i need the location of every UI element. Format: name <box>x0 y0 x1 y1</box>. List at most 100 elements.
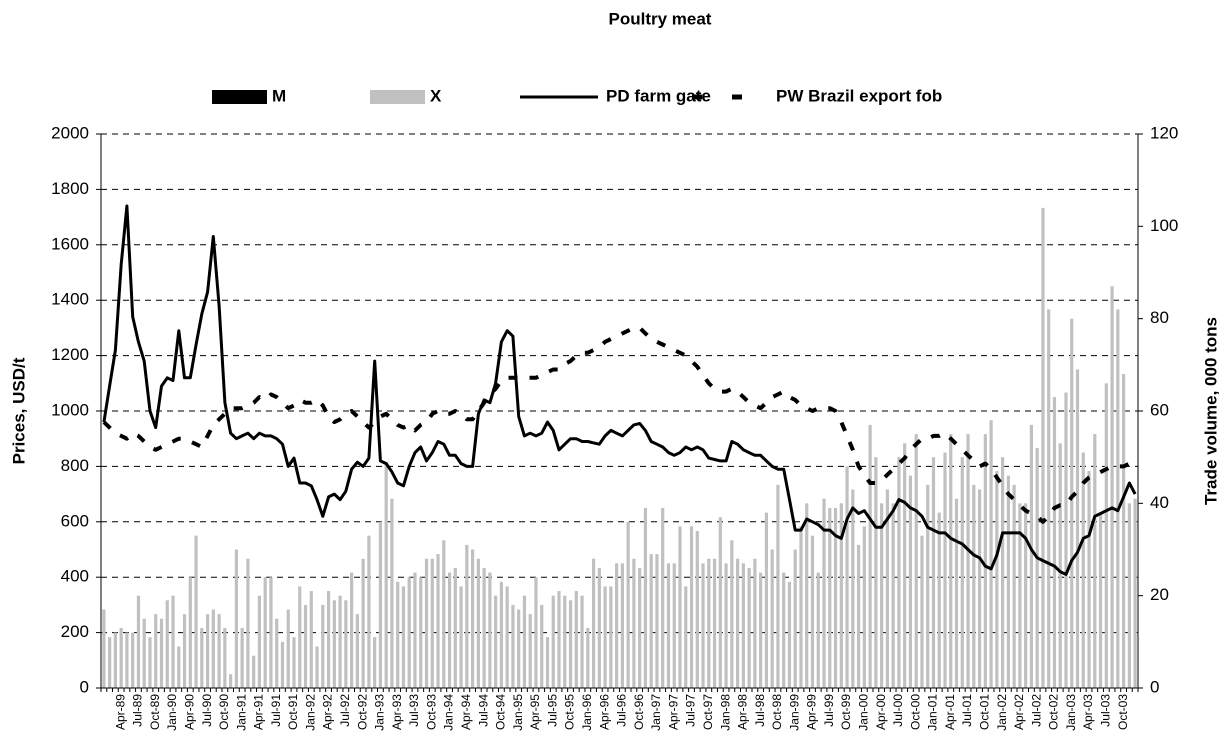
bar <box>1087 471 1091 688</box>
y-tick-label: 1400 <box>51 290 89 309</box>
bar <box>436 554 440 688</box>
x-tick-label: Jul-01 <box>960 694 974 727</box>
line <box>102 204 1137 576</box>
bar <box>413 572 417 688</box>
x-tick-label: Jul-02 <box>1029 694 1043 727</box>
bar <box>125 632 129 688</box>
bar <box>326 591 331 688</box>
y2-tick-label: 40 <box>1150 493 1169 512</box>
bar <box>108 637 112 688</box>
x-tick-label: Jul-03 <box>1098 694 1112 727</box>
bar <box>540 604 544 688</box>
bar <box>234 549 238 688</box>
bar <box>350 572 354 688</box>
bar <box>551 595 555 688</box>
bar <box>638 567 642 688</box>
bar <box>603 586 607 688</box>
bar <box>488 572 492 688</box>
x-tick-label: Oct-00 <box>908 694 922 730</box>
bar <box>229 674 233 688</box>
bar <box>171 595 175 688</box>
bar <box>931 457 936 688</box>
y-tick-label: 1800 <box>51 179 89 198</box>
x-tick-label: Apr-00 <box>874 694 888 730</box>
x-tick-label: Jul-98 <box>753 694 767 727</box>
x-tick-label: Jan-96 <box>580 694 594 731</box>
bar <box>309 591 313 688</box>
bar <box>1064 392 1068 688</box>
bar <box>1116 309 1120 688</box>
bar <box>712 558 717 688</box>
bar <box>1058 443 1062 688</box>
x-tick-label: Apr-92 <box>321 694 335 730</box>
bar <box>568 600 573 688</box>
x-tick-label: Apr-93 <box>390 694 404 730</box>
bar <box>747 567 751 688</box>
bar <box>275 618 279 688</box>
bar <box>949 434 953 688</box>
x-tick-label: Oct-92 <box>355 694 369 730</box>
bar <box>470 549 475 688</box>
bar <box>286 609 290 688</box>
bar <box>142 618 146 688</box>
bar <box>223 627 227 688</box>
bar <box>1110 286 1114 688</box>
bar <box>424 558 429 688</box>
bar <box>459 586 463 688</box>
bar <box>482 567 486 688</box>
bar <box>205 614 210 688</box>
y-tick-label: 1200 <box>51 345 89 364</box>
bar <box>983 434 987 688</box>
x-tick-label: Apr-95 <box>528 694 542 730</box>
legend-label: PW Brazil export fob <box>776 86 942 105</box>
x-tick-label: Oct-94 <box>494 694 508 730</box>
bar <box>689 526 694 688</box>
bar <box>1052 397 1057 688</box>
legend-label: X <box>430 86 442 105</box>
y-axis-title: Prices, USD/t <box>9 357 28 464</box>
bar <box>257 595 262 688</box>
bar <box>684 586 688 688</box>
bar <box>655 554 659 688</box>
bar <box>384 461 388 688</box>
x-tick-label: Oct-91 <box>286 694 300 730</box>
bar <box>1035 447 1039 688</box>
bar <box>977 489 982 688</box>
bar <box>367 535 371 688</box>
y2-tick-label: 120 <box>1150 123 1178 142</box>
x-tick-label: Jul-89 <box>131 694 145 727</box>
bar <box>914 434 918 688</box>
bar <box>845 466 849 688</box>
bar <box>269 577 273 688</box>
x-tick-label: Jan-03 <box>1064 694 1078 731</box>
bar <box>960 457 964 688</box>
bar <box>517 609 521 688</box>
bar <box>822 498 826 688</box>
bar <box>661 507 665 688</box>
y-tick-label: 1600 <box>51 234 89 253</box>
legend-swatch <box>212 90 267 104</box>
x-tick-label: Jan-98 <box>718 694 732 731</box>
bar <box>476 558 480 688</box>
bar <box>338 595 342 688</box>
bar <box>885 489 889 688</box>
bar <box>194 535 198 688</box>
x-tick-label: Oct-97 <box>701 694 715 730</box>
bar <box>355 614 359 688</box>
bar <box>465 544 469 688</box>
bar <box>626 521 630 688</box>
x-tick-label: Jul-97 <box>684 694 698 727</box>
bar <box>695 531 699 688</box>
bar <box>943 452 947 688</box>
bar <box>102 609 106 688</box>
bar <box>833 507 838 688</box>
bar <box>770 549 774 688</box>
x-tick-label: Apr-03 <box>1081 694 1095 730</box>
bar <box>730 540 734 688</box>
bar <box>373 637 377 688</box>
x-tick-label: Jul-90 <box>200 694 214 727</box>
bar <box>707 558 711 688</box>
bar <box>1012 484 1016 688</box>
bar <box>678 526 682 688</box>
bar <box>937 512 941 688</box>
